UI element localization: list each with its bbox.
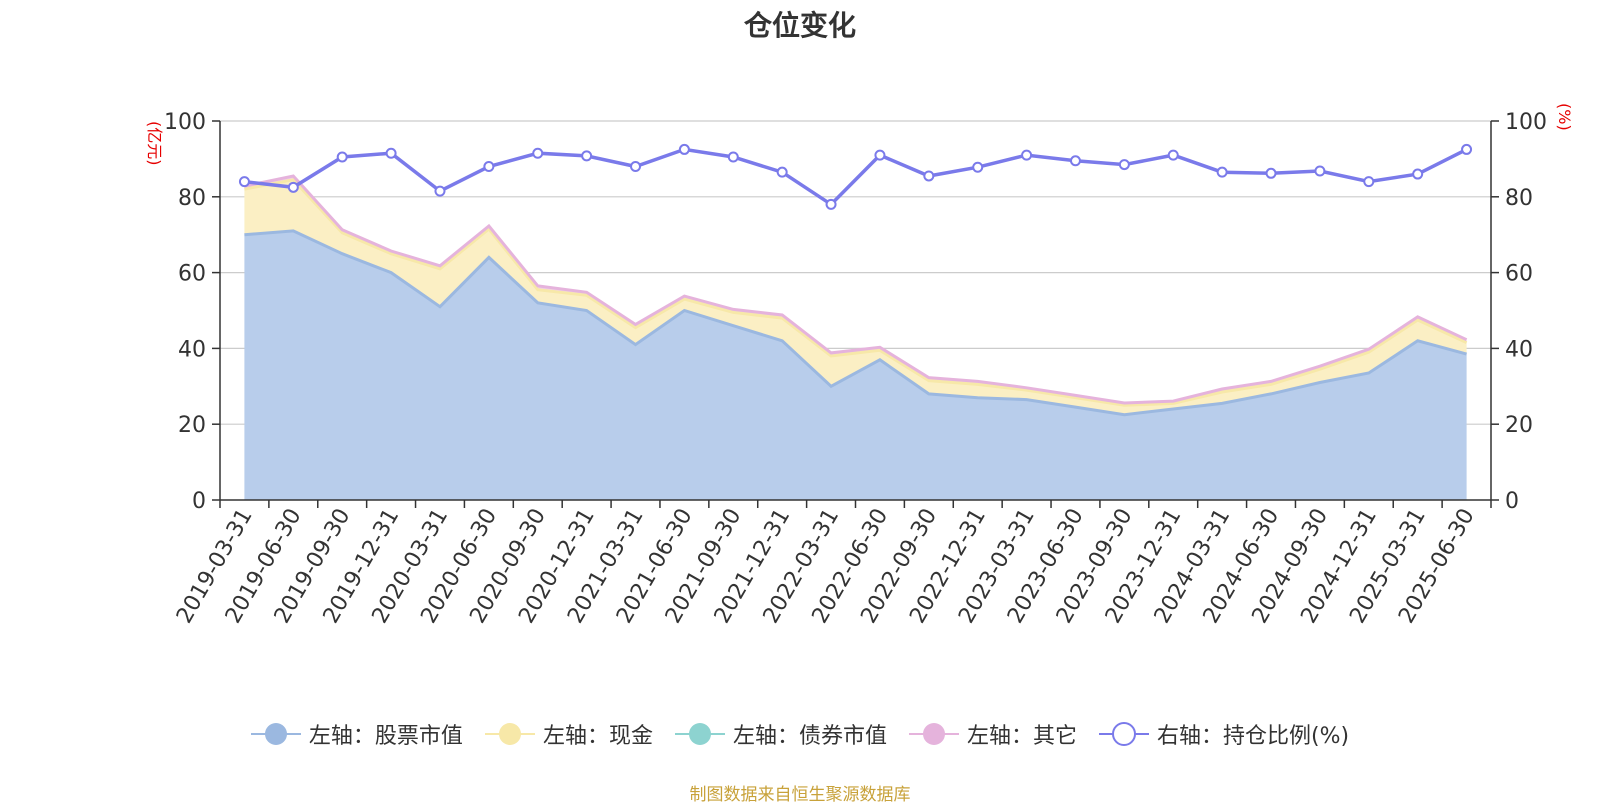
left-tick-label: 0 [192,489,206,514]
legend-label: 左轴：股票市值 [308,724,463,749]
legend-label: 右轴：持仓比例(%) [1156,724,1350,749]
line-point [1118,159,1130,171]
line-point [727,151,739,163]
line-point [1021,149,1033,161]
line-point [1265,167,1277,179]
right-tick-label: 100 [1505,110,1547,135]
line-point [874,149,886,161]
right-tick-label: 80 [1505,186,1533,211]
left-tick-label: 20 [178,413,206,438]
right-tick-label: 0 [1505,489,1519,514]
legend-item[interactable]: 左轴：其它 [908,718,1077,750]
source-note: 制图数据来自恒生聚源数据库 [689,785,911,805]
legend-marker-icon [674,723,725,745]
line-point [238,176,250,188]
line-point [825,198,837,210]
legend-item[interactable]: 左轴：债券市值 [674,718,887,750]
legend-label: 左轴：债券市值 [732,724,887,749]
line-point [678,143,690,155]
area-line-左轴：现金 [244,178,1468,407]
line-point [776,166,788,178]
right-tick-label: 40 [1505,337,1533,362]
area-line-左轴：股票市值 [244,229,1467,417]
line-point [1216,166,1228,178]
legend-marker-icon [908,723,959,745]
legend-label: 左轴：其它 [966,724,1077,749]
line-point [287,181,299,193]
right-tick-label: 60 [1505,262,1533,287]
line-point [1069,155,1081,167]
chart-plot: 0204060801000204060801002019-03-312019-0… [164,110,1547,628]
area-line-左轴：其它 [244,174,1468,405]
line-point [385,147,397,159]
left-tick-label: 60 [178,262,206,287]
line-point [1167,149,1179,161]
line-point [972,161,984,173]
line-point [1461,143,1473,155]
legend-item[interactable]: 左轴：现金 [484,718,653,750]
legend-label: 左轴：现金 [542,724,653,749]
legend-marker-icon [1098,722,1149,746]
line-point [923,170,935,182]
left-tick-label: 40 [178,337,206,362]
line-point [1363,176,1375,188]
line-point [336,151,348,163]
left-tick-label: 80 [178,186,206,211]
line-point [581,150,593,162]
line-point [434,185,446,197]
area-左轴：股票市值 [244,230,1467,500]
legend-marker-icon [484,723,535,745]
line-point [1314,165,1326,177]
line-point [483,160,495,172]
line-point [1412,168,1424,180]
right-tick-label: 20 [1505,413,1533,438]
line-右轴：持仓比例(%) [244,147,1468,207]
line-point [532,147,544,159]
left-tick-label: 100 [164,110,206,135]
area-左轴：现金 [244,179,1467,415]
legend-item[interactable]: 左轴：股票市值 [250,718,463,750]
chart-title: 仓位变化 [743,9,856,42]
legend-marker-icon [250,723,301,745]
legend-item[interactable]: 右轴：持仓比例(%) [1098,718,1350,750]
line-point [630,160,642,172]
legend: 左轴：股票市值 左轴：现金 左轴：债券市值 左轴：其它 右轴：持仓比例(%) [0,718,1600,750]
